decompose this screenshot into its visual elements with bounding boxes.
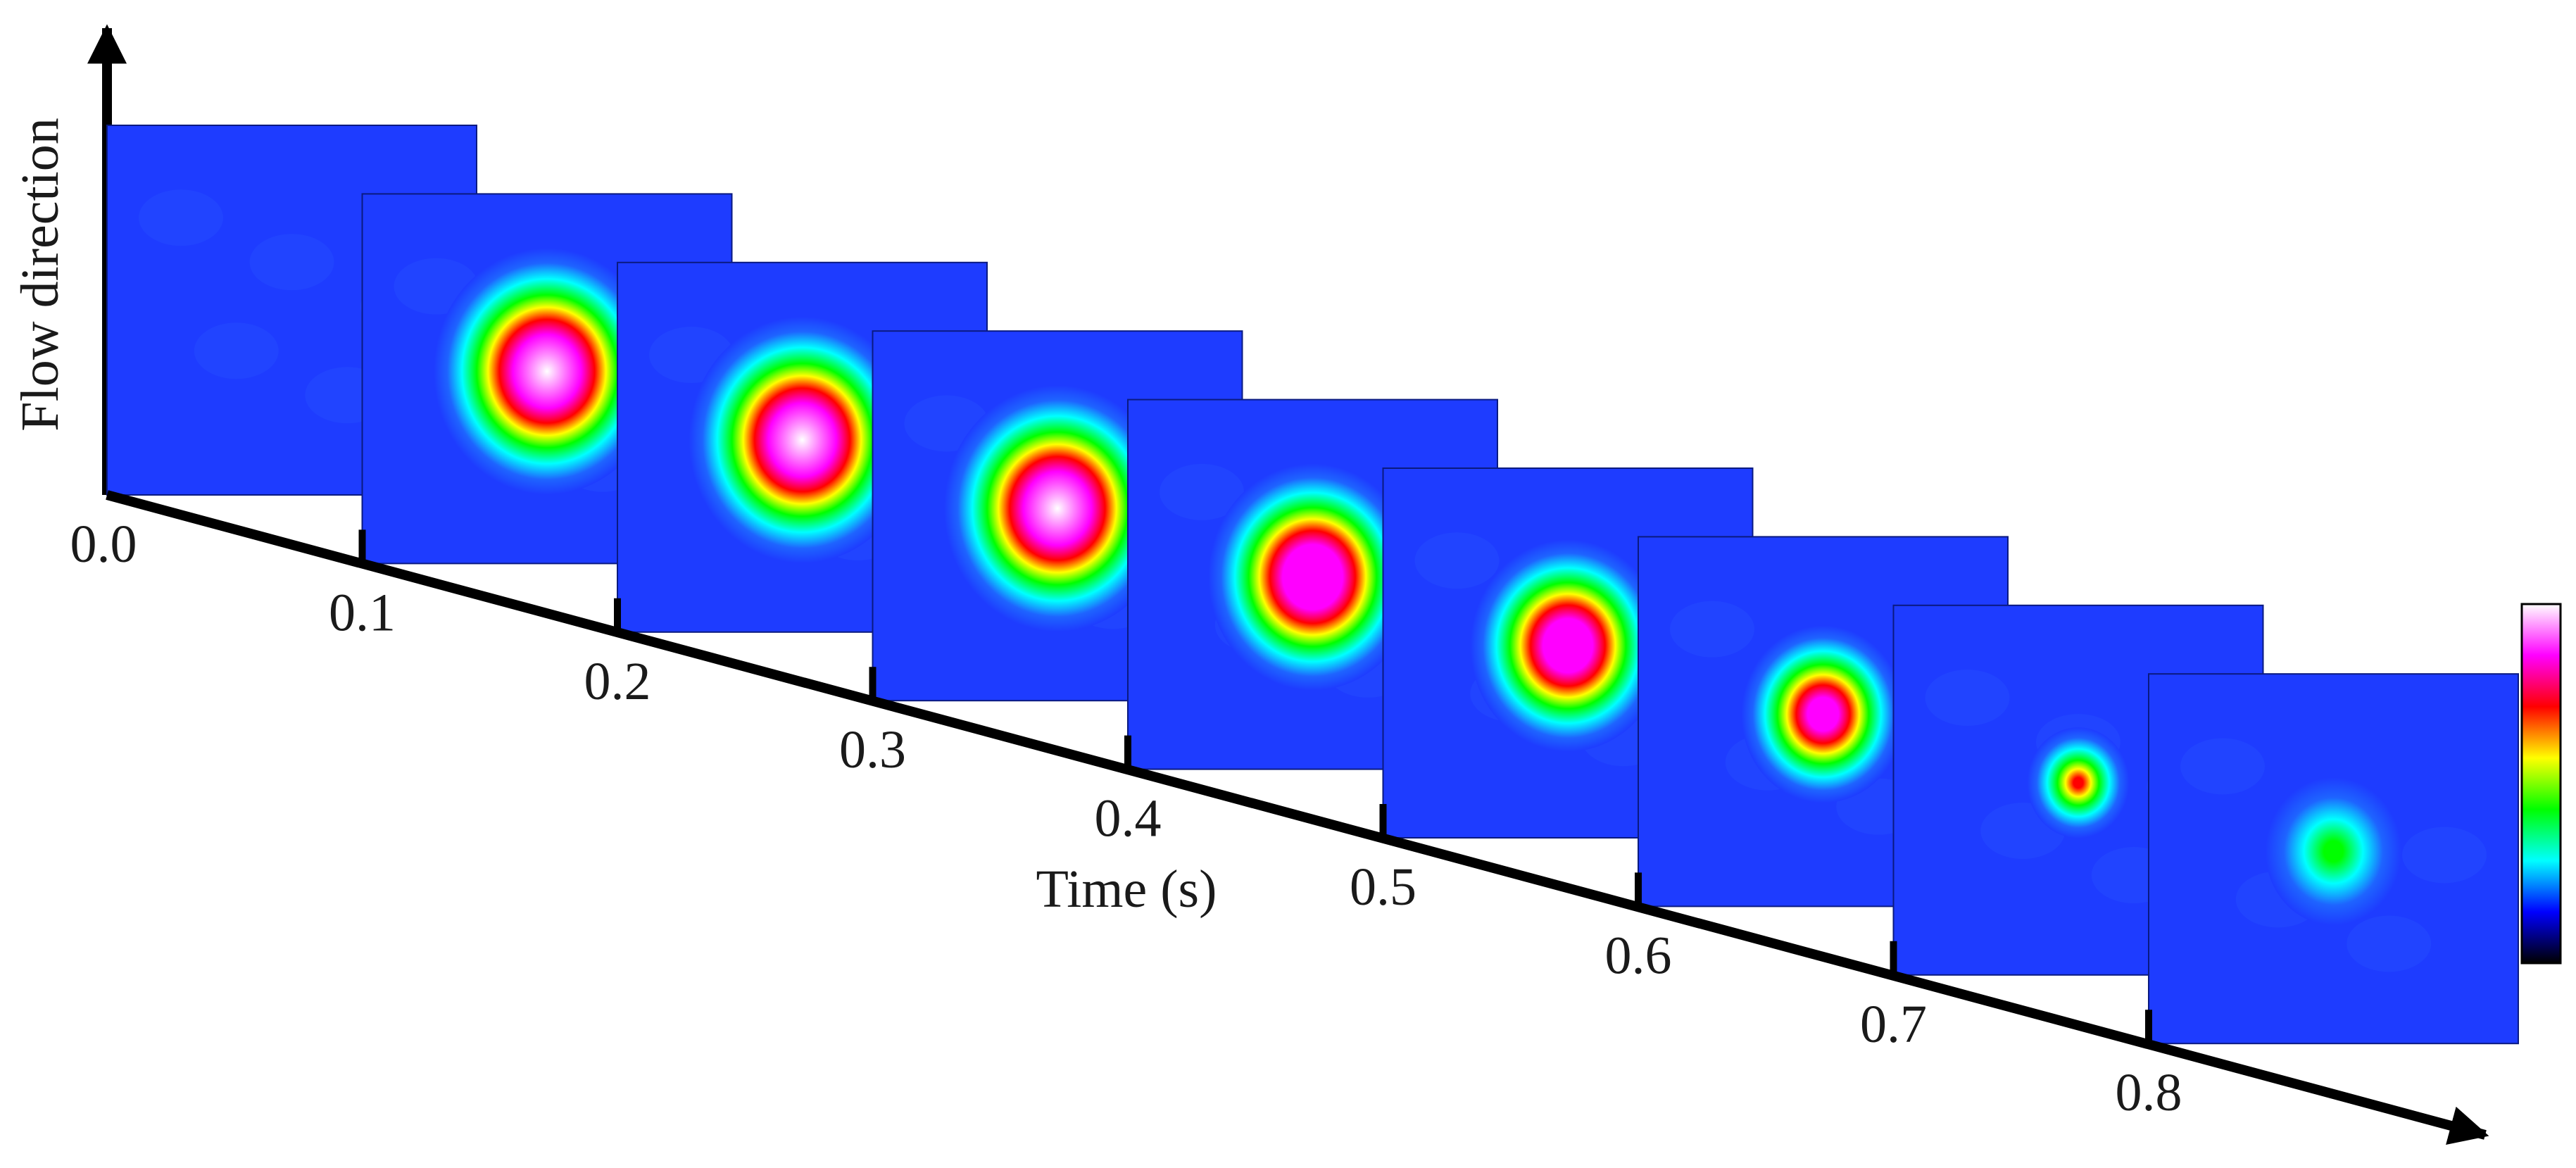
time-ticks: 0.0 0.1 0.2 0.3 0.4 0.5 0.6 0.7 0.8 (70, 515, 2182, 1122)
tick-label: 0.5 (1350, 858, 1416, 917)
frame-noise (1670, 601, 1754, 658)
time-axis-title: Time (s) (1036, 860, 1217, 919)
concentration-spot (944, 385, 1171, 632)
frame-0.5 (1382, 467, 1754, 839)
frame-noise (1414, 532, 1500, 589)
tick-label: 0.8 (2116, 1063, 2182, 1122)
frame-noise (1925, 670, 2010, 727)
frame-noise (2402, 827, 2487, 884)
frame-noise (2180, 738, 2265, 795)
tick-label: 0.7 (1860, 995, 1927, 1054)
frames-layer (106, 125, 2519, 1045)
frame-noise (2346, 915, 2432, 972)
concentration-spot (2027, 727, 2130, 839)
time-axis (106, 490, 2489, 1145)
frame-0.8 (2148, 673, 2519, 1045)
tick-label: 0.0 (70, 515, 137, 574)
colorbar (2520, 603, 2562, 965)
concentration-spot (1208, 463, 1417, 691)
tick-label: 0.6 (1605, 926, 1672, 985)
flow-direction-title: Flow direction (11, 118, 70, 431)
frame-noise (249, 234, 334, 291)
frame-noise (139, 189, 223, 246)
tick-label: 0.3 (839, 720, 906, 779)
tick-label: 0.4 (1095, 789, 1162, 848)
concentration-spot (2265, 777, 2402, 926)
tick-label: 0.2 (584, 652, 651, 711)
concentration-spot (1470, 539, 1666, 752)
frame-border (2148, 673, 2519, 1045)
concentration-spot (434, 248, 660, 495)
concentration-spot (689, 316, 916, 563)
frame-noise (1160, 463, 1244, 520)
concentration-spot (1741, 625, 1905, 803)
tick-label: 0.1 (329, 583, 396, 642)
frame-noise (194, 322, 279, 379)
